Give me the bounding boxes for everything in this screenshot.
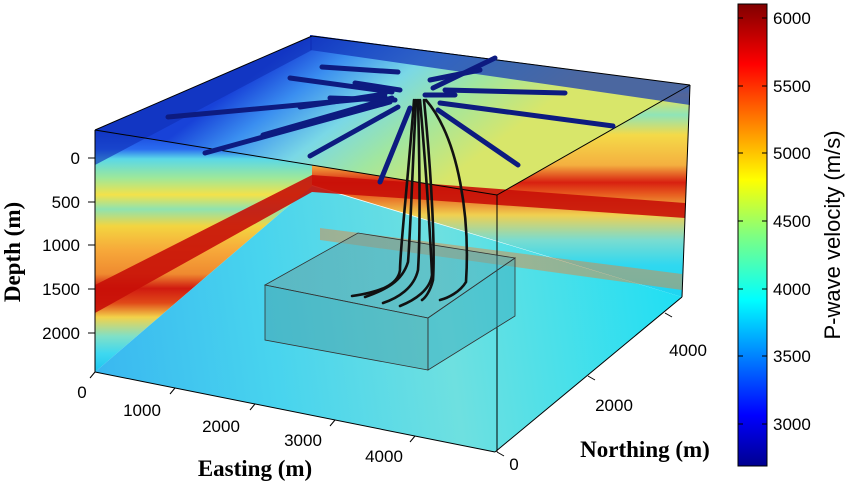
northing-axis: 0 2000 4000 Northing (m) [496, 312, 710, 474]
receiver-line [442, 87, 568, 96]
northing-tick-label: 0 [509, 455, 518, 474]
colorbar-tick-label: 3500 [773, 347, 811, 366]
receiver-line [352, 80, 403, 93]
depth-tick-label: 500 [52, 193, 80, 212]
borehole [398, 98, 434, 308]
borehole [424, 98, 469, 302]
borehole [381, 98, 421, 305]
easting-tick-label: 2000 [202, 417, 240, 436]
colorbar-tick-label: 3000 [773, 415, 811, 434]
colorbar-tick-label: 4000 [773, 280, 811, 299]
receiver-line [437, 100, 616, 129]
receiver-line [377, 105, 413, 185]
northing-axis-title: Northing (m) [580, 437, 710, 462]
target-box [263, 232, 517, 371]
colorbar-gradient [737, 3, 768, 467]
depth-tick-label: 1500 [42, 280, 80, 299]
easting-tick-label: 1000 [123, 401, 161, 420]
receiver-line [260, 95, 395, 138]
bottom-slice [95, 186, 682, 452]
depth-axis: 0 500 1000 1500 2000 Depth (m) [0, 149, 95, 343]
northing-tick-label: 4000 [669, 341, 707, 360]
high-velocity-layer-left [95, 175, 312, 313]
low-velocity-band-left [95, 36, 312, 165]
velocity-volume [94, 35, 691, 453]
colorbar-tick-label: 4500 [773, 212, 811, 231]
colorbar-tick-label: 5000 [773, 144, 811, 163]
receiver-lines [165, 55, 616, 185]
colorbar: 3000 3500 4000 4500 5000 5500 6000 P-wav… [737, 3, 845, 467]
receiver-line [427, 67, 483, 83]
receiver-line [307, 104, 401, 159]
depth-tick-label: 2000 [42, 324, 80, 343]
receiver-line [319, 64, 401, 75]
borehole [420, 98, 435, 302]
borehole [363, 98, 418, 299]
colorbar-tick-label: 6000 [773, 9, 811, 28]
receiver-line [435, 107, 521, 168]
high-velocity-layer-back [312, 175, 685, 218]
colorbar-title: P-wave velocity (m/s) [820, 130, 845, 339]
colorbar-ticks [738, 17, 767, 425]
easting-tick-label: 4000 [365, 447, 403, 466]
easting-tick-label: 3000 [284, 431, 322, 450]
easting-tick-label: 0 [77, 383, 86, 402]
receiver-line [327, 95, 398, 103]
depth-axis-title: Depth (m) [0, 202, 25, 302]
low-velocity-band-top [310, 35, 690, 105]
depth-tick-label: 0 [71, 149, 80, 168]
easting-axis: 0 1000 2000 3000 4000 Easting (m) [77, 371, 416, 481]
boreholes [350, 98, 469, 308]
northing-tick-label: 2000 [595, 396, 633, 415]
depth-tick-label: 1000 [42, 236, 80, 255]
colorbar-tick-label: 5500 [773, 77, 811, 96]
receiver-line [287, 75, 395, 95]
easting-axis-title: Easting (m) [198, 456, 312, 481]
